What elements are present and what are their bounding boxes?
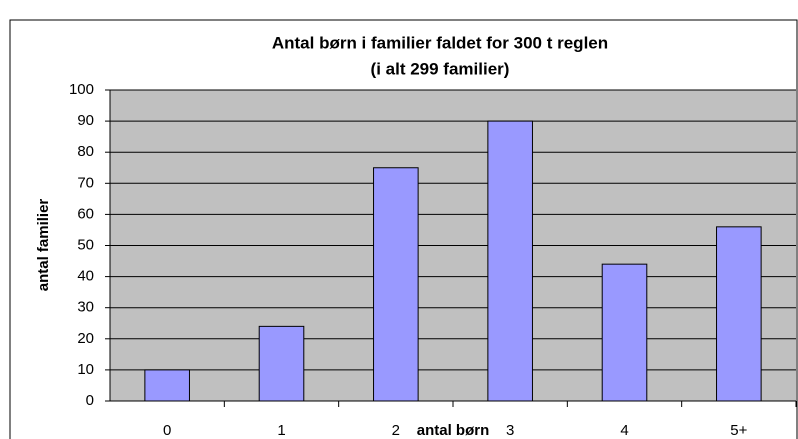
x-axis-label: antal børn — [417, 422, 490, 439]
bar — [716, 226, 762, 402]
x-tick-label: 5+ — [730, 422, 747, 439]
chart-title: Antal børn i familier faldet for 300 t r… — [272, 33, 608, 52]
y-axis-label: antal familier — [35, 199, 52, 292]
x-tick-label: 0 — [163, 422, 171, 439]
y-tick-label: 90 — [77, 112, 94, 129]
bar — [487, 120, 533, 402]
x-tick-label: 3 — [506, 422, 514, 439]
chart-subtitle: (i alt 299 familier) — [371, 59, 510, 78]
bar — [373, 167, 419, 402]
bar — [258, 325, 305, 402]
y-tick-label: 50 — [77, 236, 94, 253]
y-tick-label: 0 — [86, 392, 94, 409]
y-tick-label: 30 — [77, 299, 94, 316]
bar — [144, 369, 190, 402]
y-tick-label: 80 — [77, 143, 94, 160]
x-tick-label: 2 — [392, 422, 400, 439]
y-tick-label: 70 — [77, 174, 94, 191]
y-tick-label: 10 — [77, 361, 94, 378]
y-tick-label: 20 — [77, 330, 94, 347]
y-tick-label: 40 — [77, 268, 94, 285]
x-tick-label: 1 — [277, 422, 285, 439]
bar — [601, 263, 648, 402]
y-tick-label: 60 — [77, 205, 94, 222]
x-tick-label: 4 — [620, 422, 628, 439]
y-tick-label: 100 — [69, 81, 94, 98]
